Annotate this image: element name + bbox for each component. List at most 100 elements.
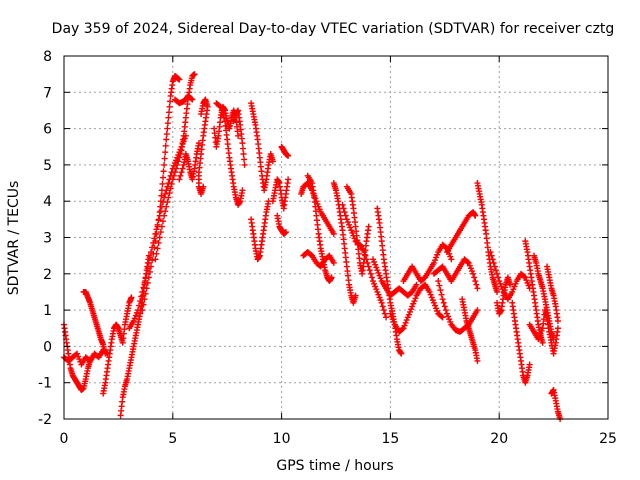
data-point [151, 235, 158, 242]
data-point [437, 287, 444, 294]
data-point [217, 103, 224, 110]
series-arc17 [269, 176, 292, 212]
data-point [160, 174, 167, 181]
data-point [525, 282, 532, 289]
data-point [164, 125, 171, 132]
data-point [538, 327, 545, 334]
data-point [512, 280, 519, 287]
data-point [178, 169, 185, 176]
data-point [554, 317, 561, 324]
data-point [495, 274, 502, 281]
series-arc36 [494, 274, 514, 317]
series-arc18 [274, 212, 289, 237]
data-point [435, 278, 442, 285]
data-point [328, 274, 335, 281]
data-point [490, 259, 497, 266]
series-arc32 [443, 209, 479, 256]
data-point [409, 303, 416, 310]
x-tick-label: 25 [599, 431, 617, 447]
data-point [130, 317, 137, 324]
y-tick-label: 5 [43, 158, 52, 174]
data-point [511, 283, 518, 290]
data-point [438, 313, 445, 320]
data-point [375, 269, 382, 276]
data-point [522, 274, 529, 281]
data-point [442, 307, 449, 314]
data-point [156, 209, 163, 216]
x-tick-label: 10 [273, 431, 291, 447]
series-arc16 [248, 198, 272, 263]
data-point [285, 152, 292, 159]
data-point [143, 270, 150, 277]
data-point [176, 176, 183, 183]
data-point [177, 151, 184, 158]
data-point [438, 291, 445, 298]
data-point [379, 303, 386, 310]
data-point [161, 212, 168, 219]
series-arc13 [213, 100, 246, 208]
data-point [191, 71, 198, 78]
series-arc5 [117, 252, 152, 419]
data-point [169, 176, 176, 183]
data-point [132, 312, 139, 319]
data-point [162, 190, 169, 197]
data-point [162, 208, 169, 215]
data-point [163, 131, 170, 138]
data-point [142, 290, 149, 297]
data-point [330, 259, 337, 266]
data-point [216, 102, 223, 109]
data-point [170, 172, 177, 179]
data-point [535, 336, 542, 343]
y-tick-label: 8 [43, 49, 52, 65]
data-point [175, 158, 182, 165]
data-point [367, 270, 374, 277]
data-point [344, 219, 351, 226]
data-point [433, 305, 440, 312]
data-point [240, 151, 247, 158]
data-point [510, 286, 517, 293]
data-point [448, 256, 455, 263]
data-point [131, 315, 138, 322]
data-point [381, 310, 388, 317]
data-point [158, 223, 165, 230]
data-point [497, 280, 504, 287]
data-point [389, 316, 396, 323]
data-point [165, 109, 172, 116]
data-point [352, 292, 359, 299]
data-point [155, 239, 162, 246]
data-point [471, 274, 478, 281]
data-point [330, 230, 337, 237]
data-point [140, 284, 147, 291]
data-point [146, 268, 153, 275]
x-tick-label: 20 [490, 431, 508, 447]
data-point [149, 257, 156, 264]
data-point [343, 216, 350, 223]
data-point [200, 183, 207, 190]
data-point [145, 274, 152, 281]
series-arc25 [343, 183, 372, 277]
data-point [269, 158, 276, 165]
data-point [235, 132, 242, 139]
data-point [413, 281, 420, 288]
data-point [165, 114, 172, 121]
data-point [369, 256, 376, 263]
data-point [371, 259, 378, 266]
data-point [143, 285, 150, 292]
data-point [158, 192, 165, 199]
x-axis-label: GPS time / hours [276, 458, 393, 474]
data-point [136, 302, 143, 309]
data-point [443, 310, 450, 317]
data-point [491, 263, 498, 270]
data-point [554, 325, 561, 332]
series-arc31 [430, 256, 481, 292]
data-point [526, 361, 533, 368]
data-point [433, 254, 440, 261]
x-tick-label: 15 [381, 431, 399, 447]
series-arc4 [100, 294, 135, 397]
data-point [348, 227, 355, 234]
series-arc35 [487, 249, 533, 303]
series-arc39 [509, 299, 533, 386]
y-tick-label: 4 [43, 194, 52, 210]
data-point [377, 275, 384, 282]
data-point [239, 187, 246, 194]
